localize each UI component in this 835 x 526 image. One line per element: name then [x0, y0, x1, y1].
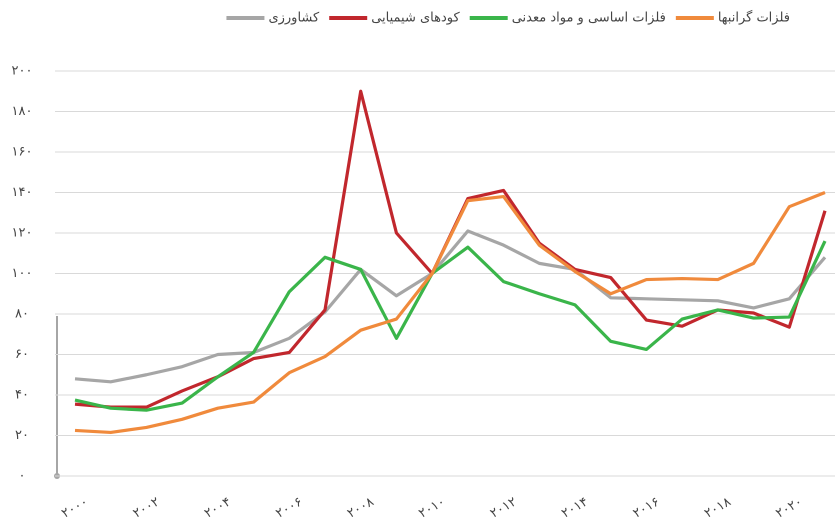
x-tick-label: ۲۰۲۰	[773, 495, 805, 522]
y-tick-label: ۱۶۰	[12, 145, 33, 160]
x-tick-label: ۲۰۰۶	[273, 495, 305, 522]
x-tick-label: ۲۰۱۸	[702, 495, 734, 522]
legend-label: فلزات اساسی و مواد معدنی	[512, 11, 666, 26]
y-tick-label: ۶۰	[15, 347, 29, 362]
x-tick-label: ۲۰۰۴	[202, 495, 234, 522]
x-tick-label: ۲۰۰۰	[59, 495, 91, 522]
x-tick-label: ۲۰۱۴	[559, 495, 591, 522]
y-tick-label: ۱۸۰	[12, 104, 33, 119]
x-tick-label: ۲۰۰۸	[345, 495, 377, 522]
y-tick-label: ۸۰	[15, 307, 29, 322]
y-tick-label: ۰	[19, 469, 26, 484]
x-tick-label: ۲۰۰۲	[131, 495, 163, 522]
legend-label: کودهای شیمیایی	[371, 11, 460, 26]
legend-label: فلزات گرانبها	[718, 10, 790, 26]
series-line	[74, 240, 827, 412]
y-tick-label: ۲۰	[15, 428, 29, 443]
series-line	[74, 89, 827, 409]
y-tick-label: ۱۲۰	[12, 226, 33, 241]
y-tick-label: ۱۰۰	[12, 266, 33, 281]
x-tick-label: ۲۰۱۰	[416, 495, 448, 522]
y-tick-label: ۲۰۰	[12, 64, 33, 79]
x-tick-label: ۲۰۱۲	[488, 495, 520, 522]
legend-label: کشاورزی	[268, 11, 320, 26]
x-tick-label: ۲۰۱۶	[631, 495, 663, 522]
y-tick-label: ۴۰	[15, 388, 29, 403]
y-tick-label: ۱۴۰	[12, 185, 33, 200]
series-line	[74, 191, 826, 435]
series-line	[74, 229, 827, 384]
